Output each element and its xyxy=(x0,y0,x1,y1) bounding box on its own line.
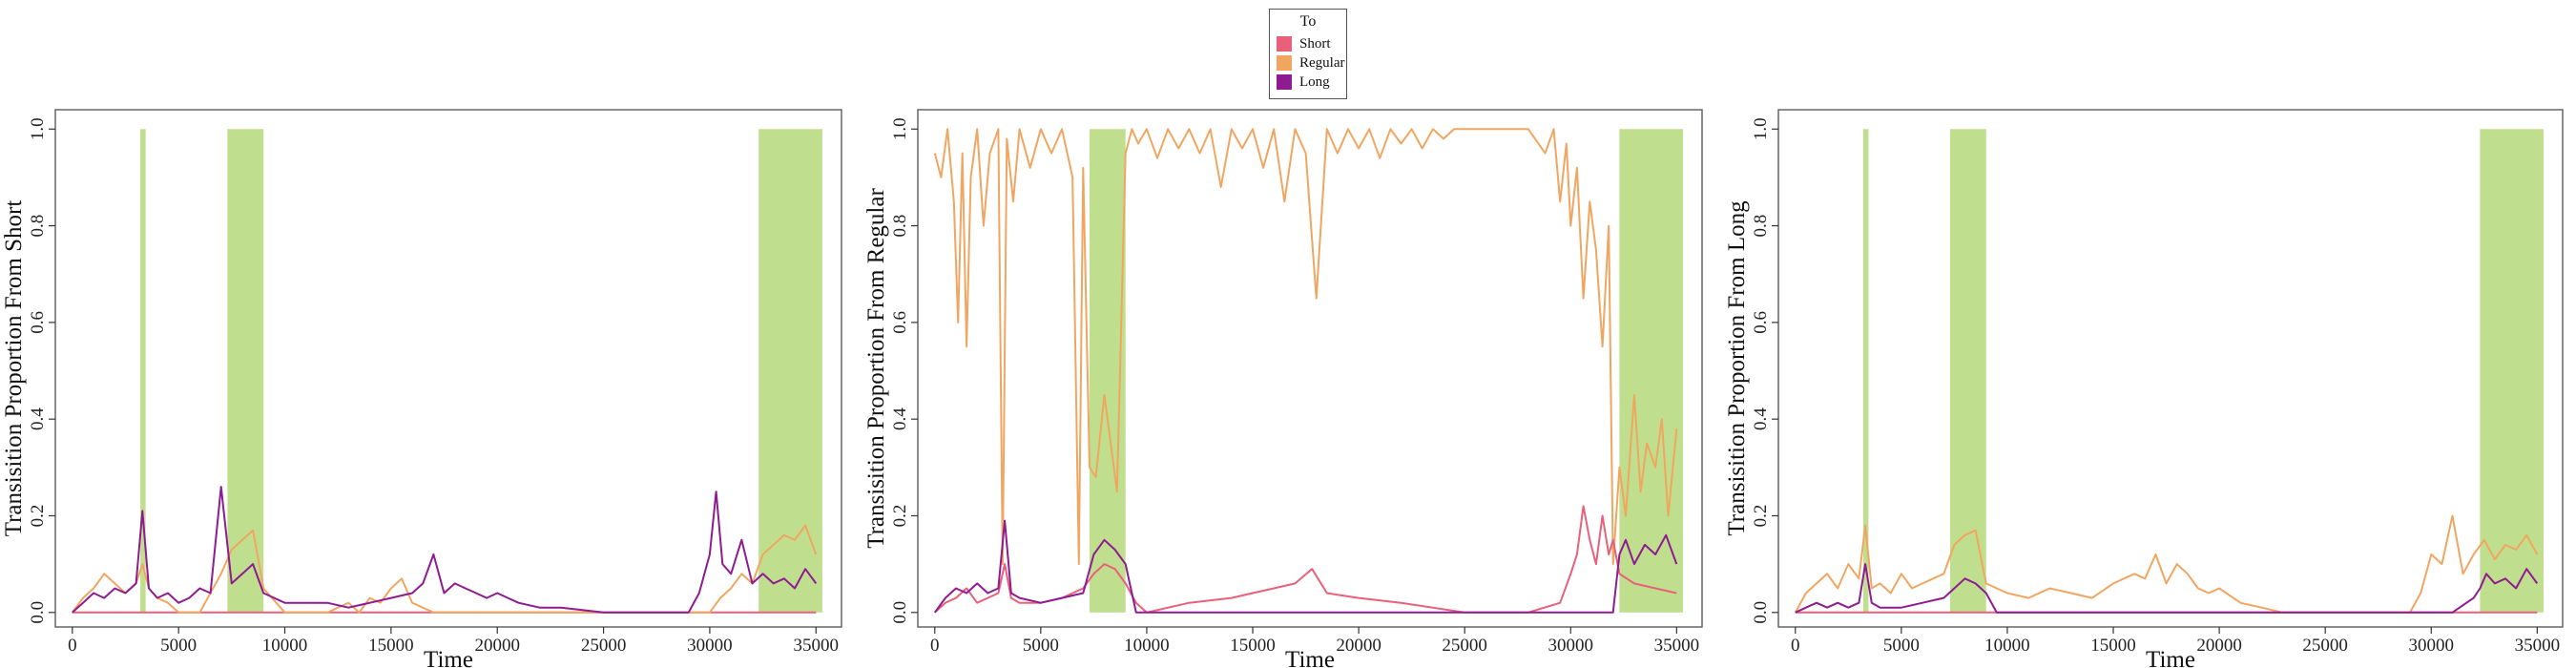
x-tick-label: 10000 xyxy=(1984,636,2030,656)
x-tick-label: 10000 xyxy=(1124,636,1170,656)
series-line-long xyxy=(72,486,818,614)
legend-label-short: Short xyxy=(1299,36,1331,52)
x-tick-label: 15000 xyxy=(2090,636,2136,656)
x-tick-label: 35000 xyxy=(1654,636,1700,656)
x-axis-label: Time xyxy=(1285,647,1335,668)
x-axis-label: Time xyxy=(424,647,473,668)
chart-panel-3: 0 5000 10000 15000 20000 25000 30000 35000 0.0 0.… xyxy=(1724,109,2564,668)
legend-swatch-regular xyxy=(1277,55,1292,71)
highlight-band-2 xyxy=(1619,129,1684,613)
y-tick-label: 0.4 xyxy=(890,407,910,430)
x-tick-label: 15000 xyxy=(368,636,414,656)
y-tick-label: 0.2 xyxy=(890,505,910,528)
y-tick-label: 0.8 xyxy=(890,215,910,238)
chart-panel-2: 0 5000 10000 15000 20000 25000 30000 35000 0.0 0.… xyxy=(863,109,1703,668)
y-tick-label: 0.6 xyxy=(1751,311,1771,334)
x-tick-label: 0 xyxy=(68,636,77,656)
y-tick-label: 0.8 xyxy=(28,215,48,238)
y-axis-label: Transisition Proportion From Regular xyxy=(863,188,889,549)
x-tick-label: 25000 xyxy=(581,636,627,656)
y-tick-label: 0.0 xyxy=(1751,601,1771,624)
y-tick-label: 0.2 xyxy=(28,505,48,528)
x-tick-label: 20000 xyxy=(474,636,520,656)
y-tick-label: 1.0 xyxy=(28,117,48,140)
legend-label-long: Long xyxy=(1299,74,1330,90)
series-line-long xyxy=(933,519,1678,614)
x-axis-label: Time xyxy=(2146,647,2195,668)
y-axis-label: Transisition Proportion From Short xyxy=(1,200,27,537)
y-tick-label: 0.6 xyxy=(28,311,48,334)
series-line-regular xyxy=(1794,514,2539,614)
legend-label-regular: Regular xyxy=(1299,55,1345,71)
x-tick-label: 5000 xyxy=(1883,636,1920,656)
y-tick-label: 0.6 xyxy=(890,311,910,334)
x-tick-label: 30000 xyxy=(2409,636,2455,656)
y-tick-label: 1.0 xyxy=(1751,117,1771,140)
y-tick-label: 0.8 xyxy=(1751,215,1771,238)
x-tick-label: 5000 xyxy=(160,636,197,656)
y-tick-label: 0.4 xyxy=(28,407,48,430)
x-tick-label: 0 xyxy=(930,636,940,656)
plot-frame xyxy=(1777,109,2564,628)
chart-panel-1: 0 5000 10000 15000 20000 25000 30000 35000 0.0 0.… xyxy=(1,109,842,668)
y-tick-label: 0.2 xyxy=(1751,505,1771,528)
highlight-band-2 xyxy=(1949,129,1986,613)
highlight-band-1 xyxy=(140,129,146,613)
x-tick-label: 5000 xyxy=(1023,636,1059,656)
y-tick-label: 0.0 xyxy=(28,601,48,624)
highlight-band-2 xyxy=(227,129,264,613)
highlight-band-1 xyxy=(1862,129,1869,613)
y-axis-label: Transisition Proportion From Long xyxy=(1724,200,1750,536)
x-tick-label: 15000 xyxy=(1230,636,1276,656)
x-tick-label: 30000 xyxy=(687,636,733,656)
series-line-short xyxy=(934,505,1677,614)
legend-title: To xyxy=(1299,13,1317,30)
y-tick-label: 0.4 xyxy=(1751,407,1771,430)
x-tick-label: 25000 xyxy=(2302,636,2348,656)
x-tick-label: 25000 xyxy=(1442,636,1487,656)
highlight-band-3 xyxy=(758,129,822,613)
legend-swatch-long xyxy=(1277,74,1292,90)
x-tick-label: 20000 xyxy=(2196,636,2242,656)
x-tick-label: 10000 xyxy=(262,636,308,656)
y-tick-label: 0.0 xyxy=(890,601,910,624)
plot-frame xyxy=(54,109,842,628)
series-line-long xyxy=(1795,563,2539,614)
series-line-regular xyxy=(933,128,1678,566)
plot-frame xyxy=(917,109,1703,628)
x-tick-label: 35000 xyxy=(794,636,840,656)
legend: To Short Regular Long xyxy=(1269,9,1347,99)
legend-swatch-short xyxy=(1277,36,1292,52)
highlight-band-3 xyxy=(2480,129,2545,613)
x-tick-label: 35000 xyxy=(2515,636,2561,656)
x-tick-label: 30000 xyxy=(1548,636,1594,656)
x-tick-label: 0 xyxy=(1791,636,1800,656)
y-tick-label: 1.0 xyxy=(890,117,910,140)
x-tick-label: 20000 xyxy=(1336,636,1381,656)
